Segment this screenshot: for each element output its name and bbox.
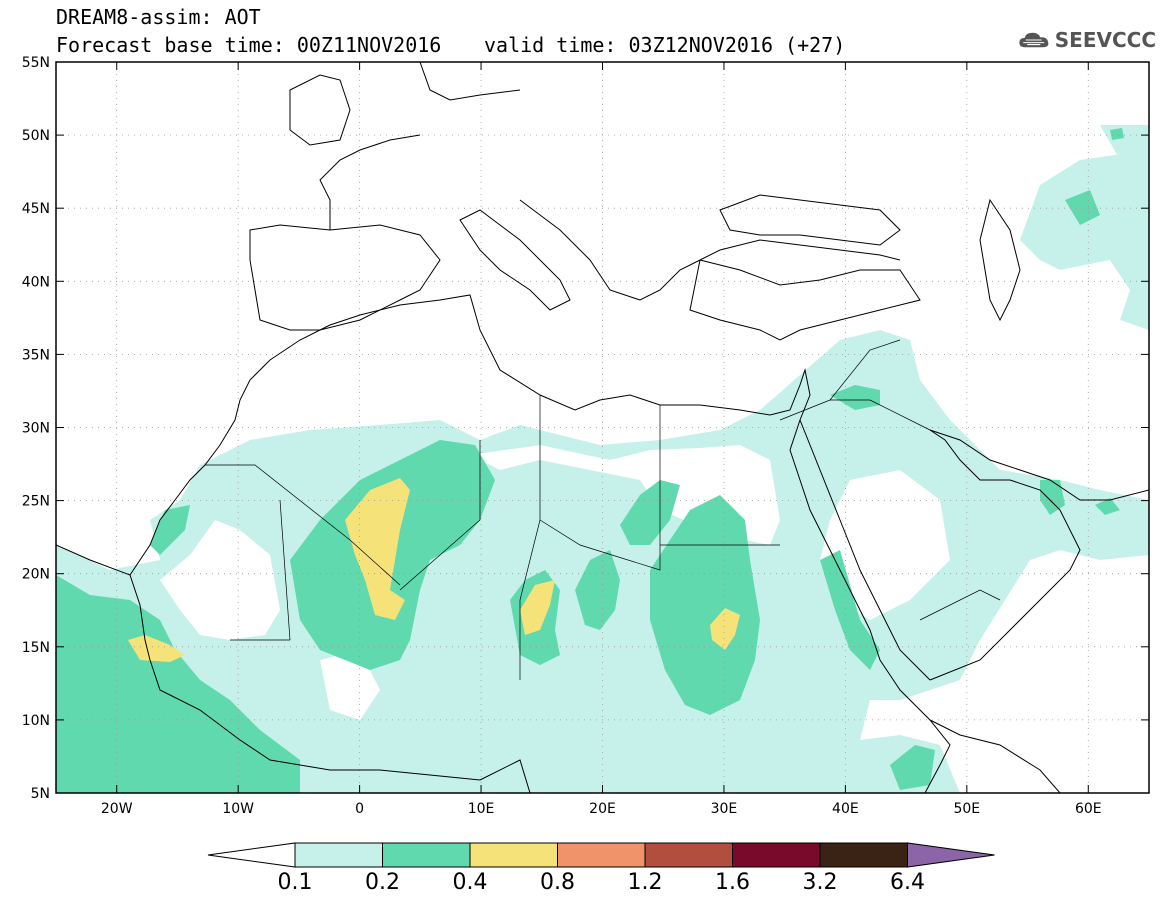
colorbar-level-label: 0.8 [540,870,575,895]
country-borders [205,339,1001,680]
lon-tick-label: 0 [355,801,364,817]
colorbar-bin-over [907,842,995,868]
lon-tick-label: 60E [1075,801,1102,817]
balkans-coast [519,199,901,301]
seevccc-logo: SEEVCCC [1018,22,1156,58]
italy-coast [459,209,571,311]
colorbar-bin [644,842,733,868]
colorbar: 0.1 0.2 0.4 0.8 1.2 1.6 3.2 6.4 [207,842,995,895]
lat-tick-label: 5N [31,786,50,802]
colorbar-bin [469,842,558,868]
logo-text: SEEVCCC [1054,28,1156,52]
forecast-base-time: Forecast base time: 00Z11NOV2016 [56,33,442,57]
colorbar-bin [382,842,471,868]
colorbar-bin [557,842,646,868]
black-sea-coast [719,194,901,246]
lon-tick-label: 10W [222,801,254,817]
coastlines [56,62,1149,793]
lon-tick-label: 10E [468,801,495,817]
lat-tick-label: 55N [22,55,50,71]
colorbar-level-label: 0.1 [278,870,313,895]
africa-west-coast [129,574,481,781]
turkey-coast [689,259,921,341]
colorbar-bin [819,842,908,868]
colorbar-level-label: 1.2 [628,870,663,895]
scandinavia-coast [419,62,521,101]
caspian-coast [979,198,1021,322]
gulf-guinea-coast [479,759,531,793]
arabia-coastline [929,429,1081,681]
aot-contours [56,125,1149,793]
colorbar-bin-under [207,842,296,868]
lat-tick-label: 25N [22,494,50,510]
colorbar-level-label: 1.6 [715,870,750,895]
lat-tick-label: 35N [22,347,50,363]
colorbar-level-label: 3.2 [803,870,838,895]
product-title: DREAM8-assim: AOT [56,5,261,29]
aot-level-0.4 [128,478,740,662]
latitude-axis: 55N 50N 45N 40N 35N 30N 25N 20N 15N 10N 5N [22,55,1149,802]
uk-coast [289,74,351,146]
horn-africa-coast [929,719,1061,793]
lon-tick-label: 20E [589,801,616,817]
lat-tick-label: 45N [22,201,50,217]
lon-tick-label: 30E [711,801,738,817]
lat-tick-label: 20N [22,567,50,583]
africa-coastline [56,294,951,793]
map-grid [56,62,1149,793]
colorbar-level-label: 0.2 [365,870,400,895]
lon-tick-label: 20W [101,801,133,817]
lon-tick-label: 50E [953,801,980,817]
lat-tick-label: 15N [22,640,50,656]
lon-tick-label: 40E [832,801,859,817]
lat-tick-label: 10N [22,713,50,729]
colorbar-bin [294,842,383,868]
red-sea-east-coast [799,419,931,681]
cloud-icon [1019,32,1049,48]
lat-tick-label: 50N [22,128,50,144]
persian-gulf-coast [929,429,1149,501]
colorbar-level-label: 0.4 [453,870,488,895]
iberia-coastline [249,224,441,331]
lat-tick-label: 40N [22,274,50,290]
lat-tick-label: 30N [22,421,50,437]
valid-time: valid time: 03Z12NOV2016 (+27) [484,33,846,57]
colorbar-level-label: 6.4 [890,870,925,895]
longitude-axis: 20W 10W 0 10E 20E 30E 40E 50E 60E [101,62,1102,817]
colorbar-bin [732,842,821,868]
france-coast [319,134,421,230]
